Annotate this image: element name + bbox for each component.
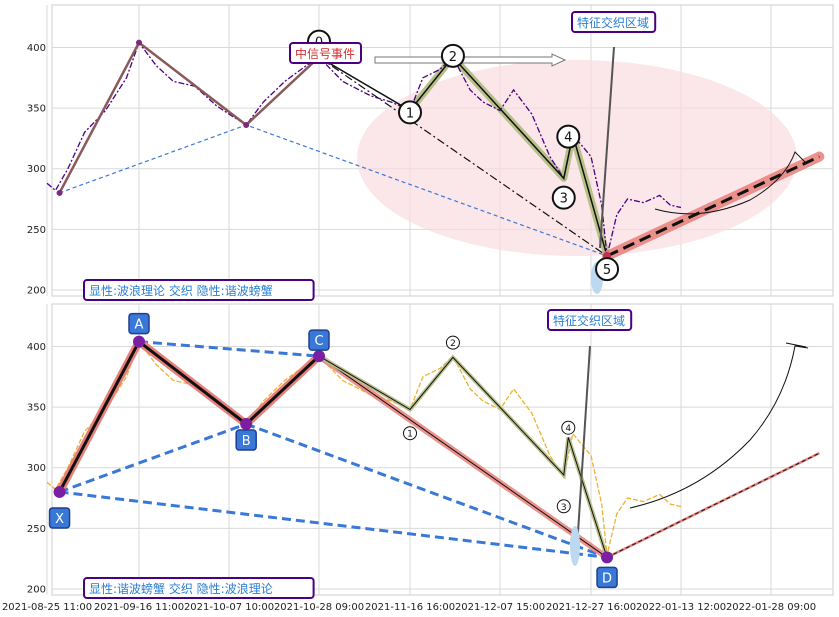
x-tick-label: 2022-01-28 09:00 <box>726 602 816 613</box>
trend-dashdot <box>318 56 608 257</box>
feature-spike <box>576 345 591 549</box>
projection-line <box>606 452 820 558</box>
event-label: 中信号事件 <box>295 46 355 61</box>
y-tick-label: 400 <box>27 342 46 353</box>
projection-arc <box>654 151 806 215</box>
wave-label-1-marker <box>398 100 422 125</box>
harmonic-dashed-XB <box>59 422 247 494</box>
harmonic-dashed-AC <box>138 340 320 358</box>
wave-label-2-marker <box>445 335 460 350</box>
wave-label-3: 3 <box>560 192 568 207</box>
pivot-dot <box>56 189 63 196</box>
top-panel: 200250300350400012345中信号事件特征交织区域显性:波浪理论 … <box>27 4 834 301</box>
y-tick-label: 200 <box>27 285 46 296</box>
pivot-B <box>240 418 253 431</box>
feature-label-frame <box>571 11 657 33</box>
y-tick-label: 200 <box>27 584 46 595</box>
y-tick-label: 350 <box>27 403 46 414</box>
y-tick-label: 400 <box>27 43 46 54</box>
pivot-X <box>53 485 66 498</box>
point-label-B-tag <box>235 429 257 451</box>
y-tick-label: 250 <box>27 524 46 535</box>
harmonic-dashed-BD <box>245 422 608 559</box>
y-tick-label: 300 <box>27 164 46 175</box>
y-tick-label: 350 <box>27 104 46 115</box>
zigzag-line <box>58 40 320 194</box>
wave-label-2: 2 <box>450 339 456 349</box>
pivot-D <box>601 551 614 564</box>
wave-label-1-marker <box>403 426 417 441</box>
wave-label-4-marker <box>561 420 576 435</box>
wave-label-2-marker <box>440 43 465 68</box>
point-label-A-tag <box>128 312 150 335</box>
projection-line <box>606 155 821 258</box>
wave-label-2: 2 <box>449 50 457 65</box>
feature-drop <box>570 526 580 566</box>
feature-spike <box>599 46 615 249</box>
wave-label-4: 4 <box>565 424 571 434</box>
legend-label-frame <box>83 279 315 301</box>
feature-label: 特征交织区域 <box>577 15 649 30</box>
x-tick-label: 2022-01-13 12:00 <box>636 602 726 613</box>
pivot-dot <box>136 39 142 46</box>
wave-label-5-marker <box>595 257 620 282</box>
pivot-dot <box>243 122 250 129</box>
cd-leg <box>318 355 608 558</box>
point-label-X: X <box>55 512 64 527</box>
wave-line <box>318 55 608 257</box>
event-label-frame <box>289 42 362 64</box>
x-tick-label: 2021-12-27 16:00 <box>546 602 636 613</box>
plot-frame <box>51 303 834 596</box>
point-label-C-tag <box>308 329 330 351</box>
pivot-A <box>133 335 145 348</box>
y-tick-label: 300 <box>27 463 46 474</box>
feature-label-frame <box>547 309 633 331</box>
point-label-A: A <box>135 318 144 333</box>
legend-label: 显性:谐波螃蟹 交织 隐性:波浪理论 <box>89 581 273 596</box>
wave-label-4: 4 <box>564 131 572 146</box>
point-label-D: D <box>602 571 612 586</box>
projection-arc <box>629 342 809 509</box>
pivot-C <box>313 350 325 363</box>
wave-label-4-marker <box>556 124 581 149</box>
harmonic-dashed-XD <box>59 490 608 559</box>
x-axis: 2021-08-25 11:00 2021-09-16 11:00 2021-10-… <box>2 602 816 613</box>
x-tick-label: 2021-10-28 09:00 <box>274 602 364 613</box>
wave-label-3: 3 <box>561 503 567 513</box>
wave-label-1: 1 <box>407 430 413 440</box>
pattern-line <box>58 340 321 493</box>
x-tick-label: 2021-10-07 10:00 <box>184 602 274 613</box>
point-label-D-tag <box>596 566 618 589</box>
x-tick-label: 2021-08-25 11:00 <box>2 602 92 613</box>
wave-label-1: 1 <box>406 106 414 121</box>
point-label-C: C <box>314 334 323 349</box>
x-tick-label: 2021-09-16 11:00 <box>94 602 184 613</box>
legend-label-frame <box>83 577 315 599</box>
feature-label: 特征交织区域 <box>553 313 625 328</box>
wave-label-3-marker <box>556 499 571 514</box>
x-tick-label: 2021-12-07 15:00 <box>455 602 545 613</box>
legend-label: 显性:波浪理论 交织 隐性:谐波螃蟹 <box>89 283 273 298</box>
wave-line <box>318 355 608 558</box>
arrow-shape <box>374 53 567 67</box>
wave-label-3-marker <box>551 185 576 210</box>
x-tick-label: 2021-11-16 16:00 <box>365 602 455 613</box>
point-label-X-tag <box>48 507 71 529</box>
wave-label-5: 5 <box>603 263 611 278</box>
y-tick-label: 250 <box>27 225 46 236</box>
point-label-B: B <box>242 434 251 449</box>
